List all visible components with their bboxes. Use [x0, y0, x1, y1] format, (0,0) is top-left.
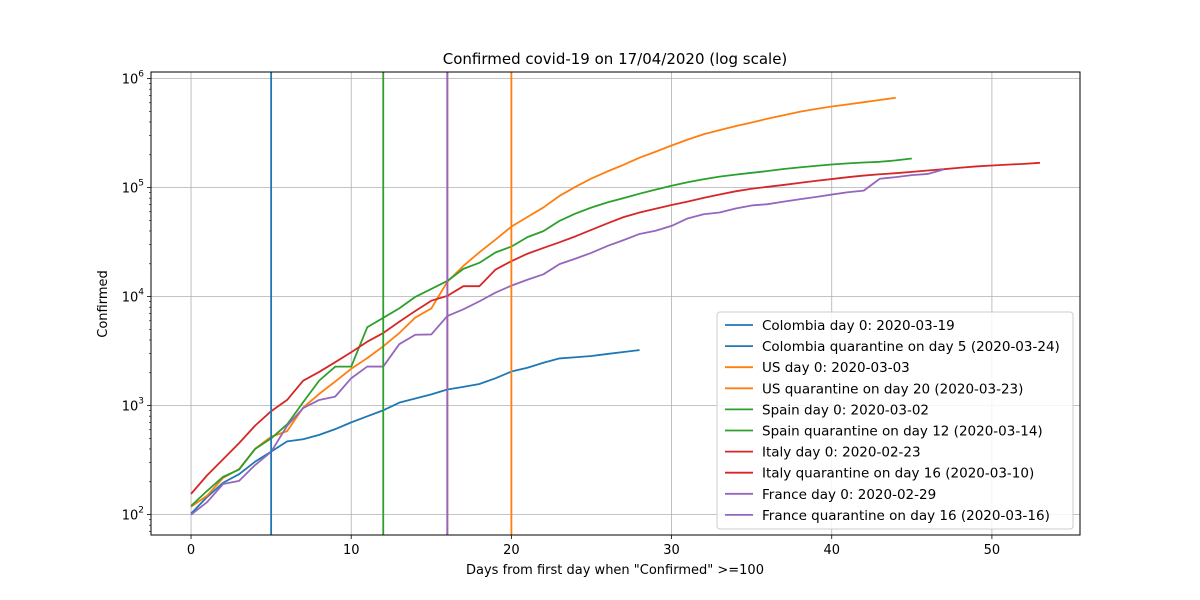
y-axis-label: Confirmed: [96, 270, 111, 338]
series-line-4: [190, 168, 945, 516]
x-tick-label: 40: [823, 543, 840, 558]
plot-frame: [150, 71, 1081, 536]
plot-area: [190, 72, 1041, 535]
y-tick-exponent: 5: [138, 179, 144, 189]
legend: Colombia day 0: 2020-03-19 Colombia quara…: [716, 311, 1074, 530]
y-tick-exponent: 6: [138, 70, 144, 80]
series-line-1: [190, 96, 896, 508]
y-tick-base: 10: [122, 291, 139, 306]
x-tick-label: 0: [187, 543, 195, 558]
x-tick-label: 20: [503, 543, 520, 558]
legend-entry-quarantine: Colombia quarantine on day 5 (2020-03-24…: [762, 339, 1060, 355]
legend-entry-series: Italy day 0: 2020-02-23: [762, 445, 921, 461]
legend-entry-quarantine: US quarantine on day 20 (2020-03-23): [762, 381, 1023, 397]
y-tick-label: 102: [122, 506, 144, 524]
y-tick-label: 104: [122, 288, 145, 306]
legend-entry-quarantine: Italy quarantine on day 16 (2020-03-10): [762, 466, 1034, 482]
y-tick-base: 10: [122, 73, 139, 88]
x-tick-label: 10: [343, 543, 360, 558]
series-line-3: [190, 161, 1041, 495]
legend-entry-series: Colombia day 0: 2020-03-19: [762, 318, 955, 334]
x-tick-label: 50: [984, 543, 1001, 558]
y-tick-base: 10: [122, 400, 139, 415]
chart-title: Confirmed covid-19 on 17/04/2020 (log sc…: [443, 50, 788, 68]
legend-entry-quarantine: Spain quarantine on day 12 (2020-03-14): [762, 424, 1043, 440]
x-tick-label: 30: [663, 543, 680, 558]
y-tick-label: 106: [122, 70, 145, 88]
series-line-0: [190, 349, 640, 515]
legend-entry-quarantine: France quarantine on day 16 (2020-03-16): [762, 508, 1050, 524]
y-tick-label: 105: [122, 179, 144, 197]
legend-entry-series: France day 0: 2020-02-29: [762, 487, 936, 503]
legend-entry-series: Spain day 0: 2020-03-02: [762, 402, 929, 418]
series-line-2: [190, 157, 912, 507]
legend-entry-series: US day 0: 2020-03-03: [762, 360, 910, 376]
y-tick-exponent: 2: [138, 506, 144, 516]
x-axis-label: Days from first day when "Confirmed" >=1…: [466, 563, 764, 578]
y-tick-label: 103: [122, 397, 144, 415]
y-tick-exponent: 3: [138, 397, 144, 407]
y-tick-base: 10: [122, 509, 139, 524]
legend-box: [716, 311, 1074, 530]
y-tick-base: 10: [122, 182, 139, 197]
y-tick-exponent: 4: [138, 288, 144, 298]
